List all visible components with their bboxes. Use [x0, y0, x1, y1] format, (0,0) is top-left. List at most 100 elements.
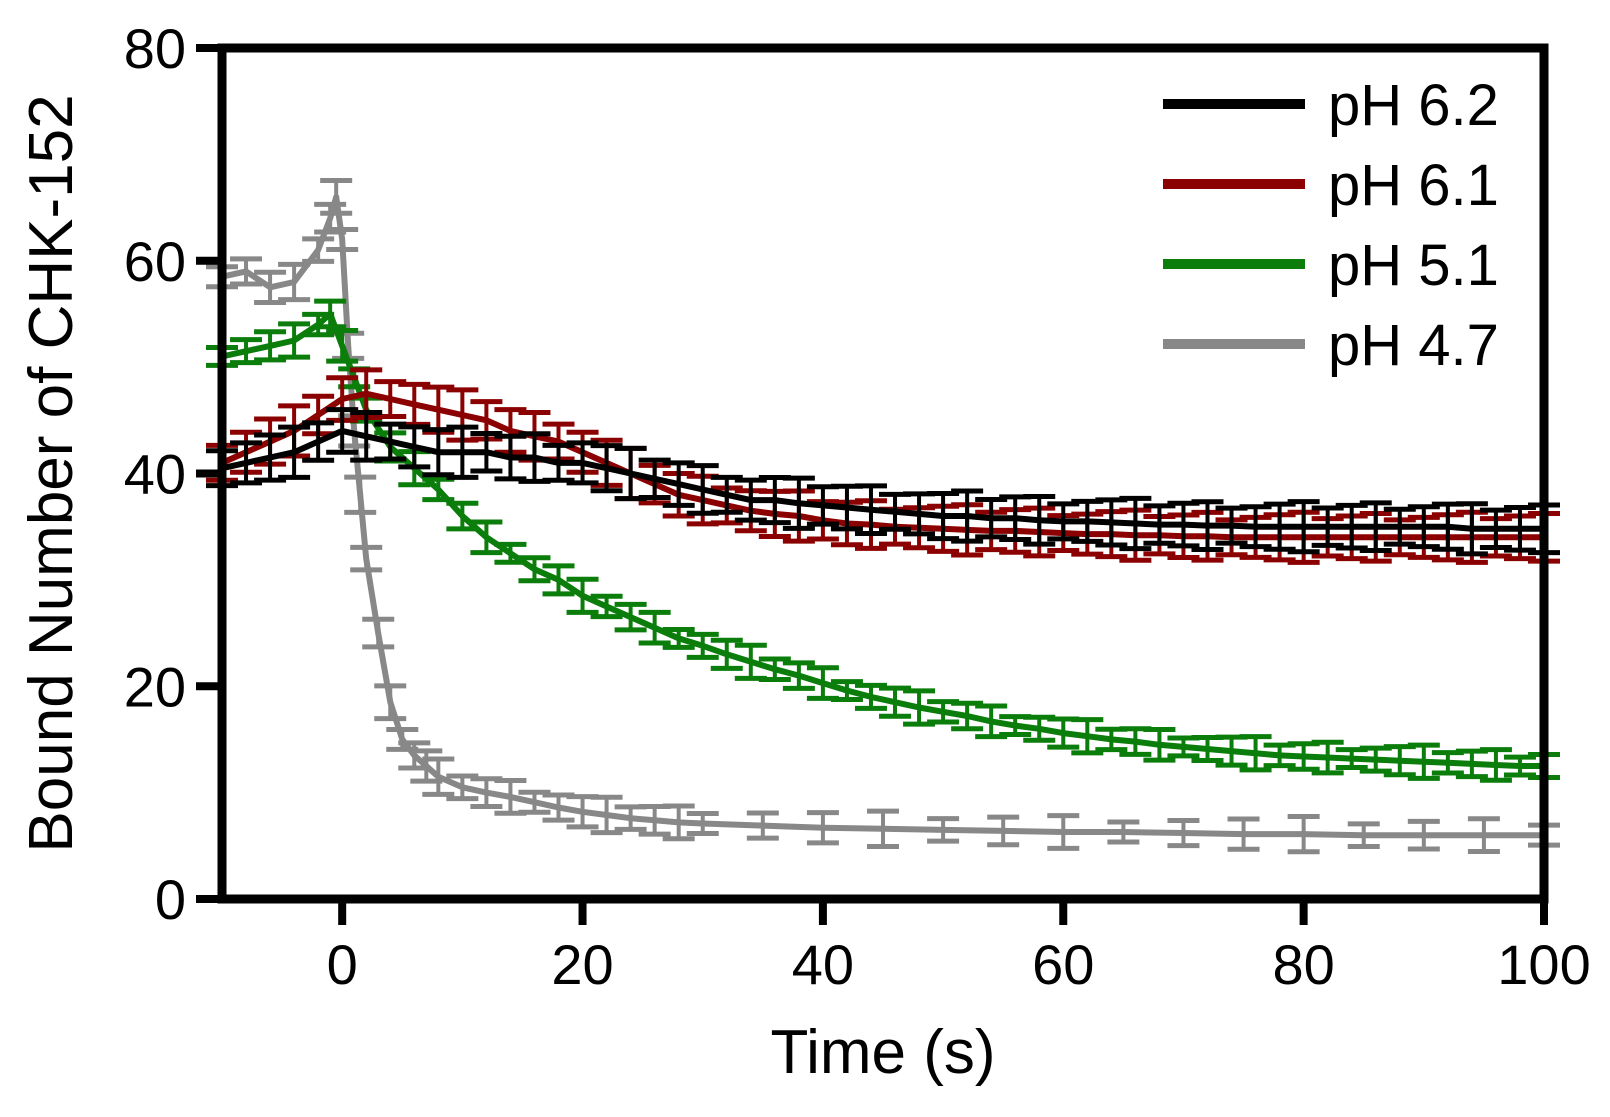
error-bar [470, 431, 503, 474]
error-bar [662, 460, 695, 508]
error-bar [278, 321, 311, 360]
error-bar [1047, 813, 1080, 851]
error-bar [1287, 499, 1320, 555]
error-bar [422, 756, 455, 797]
error-bar [1311, 739, 1344, 776]
error-bar [1119, 495, 1152, 552]
error-bar [374, 683, 407, 722]
error-bar [374, 379, 407, 419]
error-bar [1239, 504, 1272, 550]
error-bar [350, 544, 383, 573]
error-bar [518, 789, 551, 815]
error-bar [344, 474, 377, 515]
error-bar [518, 555, 551, 584]
error-bar [1503, 505, 1536, 553]
error-bar [494, 433, 527, 482]
error-bar [320, 178, 353, 216]
error-bar [1023, 493, 1056, 547]
x-tick-label: 60 [1032, 933, 1094, 996]
error-bar [951, 700, 984, 732]
error-bar [566, 440, 599, 486]
error-bar [254, 329, 287, 363]
error-bar [326, 328, 359, 364]
legend-label: pH 5.1 [1328, 233, 1499, 298]
x-axis: 0 20 40 60 80 100 [327, 899, 1591, 996]
error-bar [470, 519, 503, 556]
error-bar [590, 593, 623, 620]
error-bar [494, 541, 527, 565]
error-bar [1071, 717, 1104, 756]
error-bar [1479, 747, 1512, 783]
error-bar [927, 816, 960, 844]
error-bar [590, 794, 623, 836]
error-bar [254, 269, 287, 305]
error-bar [446, 773, 479, 802]
error-bar [230, 337, 263, 366]
error-bar [734, 642, 767, 681]
x-axis-title: Time (s) [771, 1018, 996, 1087]
error-bar [398, 424, 431, 470]
error-bar [638, 457, 671, 501]
error-bar [746, 810, 779, 841]
error-bar [326, 407, 359, 455]
error-bar [1167, 817, 1200, 849]
error-bar [566, 576, 599, 615]
error-bar [374, 421, 407, 462]
series-ph-6_2 [206, 407, 1560, 557]
error-bar [1479, 507, 1512, 551]
error-bar [614, 601, 647, 633]
error-bar [975, 496, 1008, 540]
error-bar [1143, 726, 1176, 763]
error-bar [1311, 505, 1344, 548]
error-bar [542, 442, 575, 483]
series-layer [206, 178, 1560, 855]
x-tick-label: 0 [327, 933, 358, 996]
legend-item: pH 6.1 [1163, 153, 1499, 218]
error-bar [806, 810, 839, 846]
error-bar [1455, 501, 1488, 557]
error-bar [1347, 821, 1380, 849]
error-bar [662, 626, 695, 650]
legend: pH 6.2 pH 6.1 pH 5.1 pH 4.7 [1163, 73, 1499, 378]
error-bar [638, 609, 671, 646]
x-tick-label: 40 [792, 933, 854, 996]
legend-label: pH 4.7 [1328, 313, 1499, 378]
series-ph-4_7 [206, 178, 1560, 855]
error-bar [686, 810, 719, 836]
error-bar [1287, 813, 1320, 855]
error-bar [1407, 504, 1440, 550]
x-tick-label: 80 [1272, 933, 1334, 996]
series-line [221, 427, 1544, 532]
legend-item: pH 6.2 [1163, 73, 1499, 138]
error-bar [278, 424, 311, 480]
error-bar [446, 424, 479, 480]
error-bar [951, 488, 984, 544]
error-bar [422, 427, 455, 478]
y-tick-label: 20 [124, 655, 186, 718]
error-bar [1383, 506, 1416, 547]
error-bar [1239, 734, 1272, 773]
series-ph-5_1 [206, 298, 1560, 783]
error-bar [686, 631, 719, 660]
error-bar [590, 443, 623, 494]
error-bar [927, 490, 960, 542]
error-bar [782, 660, 815, 691]
error-bar [446, 500, 479, 532]
x-tick-label: 20 [551, 933, 613, 996]
y-axis-title: Bound Number of CHK-152 [17, 94, 86, 852]
error-bar [830, 679, 863, 702]
error-bar [1047, 501, 1080, 542]
legend-item: pH 5.1 [1163, 233, 1499, 298]
error-bar [662, 803, 695, 842]
error-bar [1467, 816, 1500, 855]
error-bar [230, 256, 263, 287]
error-bar [302, 236, 335, 264]
error-bar [758, 656, 791, 682]
error-bar [314, 298, 347, 330]
y-tick-label: 0 [155, 868, 186, 931]
y-axis: 0 20 40 60 80 [124, 17, 222, 931]
error-bar [1335, 502, 1368, 551]
error-bar [854, 483, 887, 536]
error-bar [710, 474, 743, 515]
error-bar [1107, 819, 1140, 845]
